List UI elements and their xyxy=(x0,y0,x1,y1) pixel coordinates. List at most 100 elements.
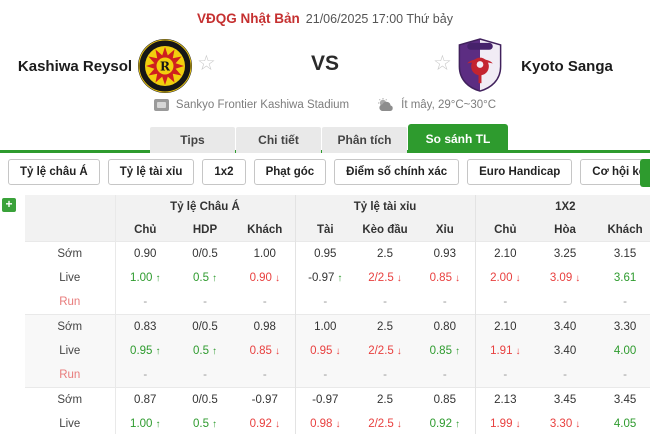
odds-value[interactable]: 3.09 xyxy=(549,272,573,284)
home-team-name: Kashiwa Reysol xyxy=(17,58,133,75)
odds-value[interactable]: 0.83 xyxy=(134,321,157,333)
odds-value[interactable]: - xyxy=(563,369,567,381)
odds-value[interactable]: 0.95 xyxy=(130,345,153,357)
odds-value[interactable]: 0.90 xyxy=(134,248,157,260)
tab-tips[interactable]: Tips xyxy=(150,127,235,153)
odds-value[interactable]: 2/2.5 xyxy=(368,272,394,284)
odds-value[interactable]: 3.40 xyxy=(553,321,577,333)
odds-value[interactable]: 0.92 xyxy=(249,418,272,430)
odds-value[interactable]: 1.91 xyxy=(490,345,513,357)
away-favorite-star-icon[interactable]: ☆ xyxy=(433,52,452,75)
odds-value[interactable]: - xyxy=(503,369,508,381)
arrow-down-icon: ↓ xyxy=(396,419,402,430)
odds-value[interactable]: 3.30 xyxy=(549,418,573,430)
odds-value[interactable]: - xyxy=(143,296,148,308)
odds-value[interactable]: 1.00 xyxy=(130,418,153,430)
odds-value[interactable]: 2.00 xyxy=(490,272,513,284)
odds-nav-tỷ-lệ-châu-á[interactable]: Tỷ lệ châu Á xyxy=(8,159,100,185)
odds-value[interactable]: 4.05 xyxy=(613,418,637,430)
odds-value[interactable]: 3.30 xyxy=(613,321,637,333)
odds-cell: 2/2.5 ↓ xyxy=(355,266,415,290)
odds-value[interactable]: 0.95 xyxy=(310,345,333,357)
odds-value[interactable]: 2.13 xyxy=(494,394,517,406)
odds-nav-phạt-góc[interactable]: Phạt góc xyxy=(253,159,327,185)
odds-value[interactable]: - xyxy=(323,296,328,308)
odds-value[interactable]: -0.97 xyxy=(312,394,339,406)
odds-value[interactable]: 4.00 xyxy=(613,345,637,357)
odds-value[interactable]: 3.15 xyxy=(613,248,637,260)
odds-value[interactable]: 3.61 xyxy=(613,272,637,284)
odds-value[interactable]: -0.97 xyxy=(251,394,278,406)
odds-value[interactable]: -0.97 xyxy=(308,272,335,284)
odds-value[interactable]: 1.99 xyxy=(490,418,513,430)
tab-chi-tiết[interactable]: Chi tiết xyxy=(236,127,321,153)
odds-cell: 3.61 xyxy=(595,266,650,290)
odds-value[interactable]: 0.80 xyxy=(433,321,456,333)
odds-value[interactable]: 2.10 xyxy=(494,321,517,333)
odds-value[interactable]: - xyxy=(442,369,447,381)
odds-cell: 3.30 xyxy=(595,315,650,340)
odds-value[interactable]: - xyxy=(383,296,387,308)
odds-value[interactable]: 1.00 xyxy=(130,272,153,284)
odds-value[interactable]: 1.00 xyxy=(314,321,337,333)
odds-value[interactable]: 0.90 xyxy=(249,272,272,284)
odds-value[interactable]: 1.00 xyxy=(253,248,276,260)
odds-value[interactable]: - xyxy=(623,296,627,308)
odds-value[interactable]: - xyxy=(623,369,627,381)
odds-value[interactable]: 0.95 xyxy=(314,248,337,260)
arrow-down-icon: ↓ xyxy=(515,273,521,284)
odds-value[interactable]: 0.85 xyxy=(433,394,456,406)
home-favorite-star-icon[interactable]: ☆ xyxy=(197,52,216,75)
odds-value[interactable]: 0.85 xyxy=(429,272,452,284)
arrow-down-icon: ↓ xyxy=(454,273,460,284)
odds-nav-euro-handicap[interactable]: Euro Handicap xyxy=(467,159,573,185)
odds-nav-điểm-số-chính-xác[interactable]: Điểm số chính xác xyxy=(334,159,460,185)
odds-value[interactable]: - xyxy=(262,296,267,308)
odds-value[interactable]: 0.85 xyxy=(429,345,452,357)
odds-value[interactable]: - xyxy=(143,369,148,381)
arrow-up-icon: ↑ xyxy=(155,273,161,284)
odds-value[interactable]: 3.45 xyxy=(553,394,577,406)
odds-value[interactable]: - xyxy=(503,296,508,308)
odds-value[interactable]: 0.87 xyxy=(134,394,157,406)
odds-value[interactable]: 2.5 xyxy=(377,394,394,406)
odds-value[interactable]: - xyxy=(383,369,387,381)
column-header: Khách xyxy=(595,218,650,242)
odds-value[interactable]: 2.5 xyxy=(377,248,394,260)
odds-cell: 0.95 ↓ xyxy=(294,339,356,363)
odds-value[interactable]: - xyxy=(203,369,207,381)
odds-value[interactable]: 0.5 xyxy=(193,272,209,284)
odds-value[interactable]: 2/2.5 xyxy=(368,418,394,430)
more-odds-button[interactable] xyxy=(640,159,650,187)
odds-value[interactable]: - xyxy=(323,369,328,381)
odds-value[interactable]: 3.40 xyxy=(553,345,577,357)
odds-value[interactable]: 0/0.5 xyxy=(192,248,218,260)
odds-value[interactable]: 0/0.5 xyxy=(192,321,218,333)
row-label: Live xyxy=(59,345,81,357)
odds-value[interactable]: 0.5 xyxy=(193,418,209,430)
odds-value[interactable]: 0.98 xyxy=(253,321,276,333)
tab-phân-tích[interactable]: Phân tích xyxy=(322,127,407,153)
odds-value[interactable]: 0.98 xyxy=(310,418,333,430)
odds-value[interactable]: - xyxy=(203,296,207,308)
odds-value[interactable]: - xyxy=(442,296,447,308)
odds-value[interactable]: 3.25 xyxy=(553,248,577,260)
odds-value[interactable]: 2.5 xyxy=(377,321,394,333)
odds-value[interactable]: 2.10 xyxy=(494,248,517,260)
odds-value[interactable]: 0.85 xyxy=(249,345,272,357)
odds-value[interactable]: 0.92 xyxy=(429,418,452,430)
odds-value[interactable]: 0.5 xyxy=(193,345,209,357)
tab-so-sánh-tl[interactable]: So sánh TL xyxy=(408,124,508,153)
odds-value[interactable]: 0.93 xyxy=(433,248,456,260)
add-bookmaker-button[interactable]: + xyxy=(2,198,16,212)
odds-nav-tỷ-lệ-tài-xỉu[interactable]: Tỷ lệ tài xỉu xyxy=(107,159,195,185)
odds-nav-1x2[interactable]: 1x2 xyxy=(202,159,246,185)
run-odds-row: Run - - - - - - - - - xyxy=(25,363,650,388)
odds-value[interactable]: - xyxy=(262,369,267,381)
odds-nav-cơ-hội-kép[interactable]: Cơ hội kép xyxy=(580,159,650,185)
odds-value[interactable]: 3.45 xyxy=(613,394,637,406)
arrow-down-icon: ↓ xyxy=(274,419,280,430)
odds-value[interactable]: - xyxy=(563,296,567,308)
odds-value[interactable]: 0/0.5 xyxy=(192,394,218,406)
odds-value[interactable]: 2/2.5 xyxy=(368,345,394,357)
